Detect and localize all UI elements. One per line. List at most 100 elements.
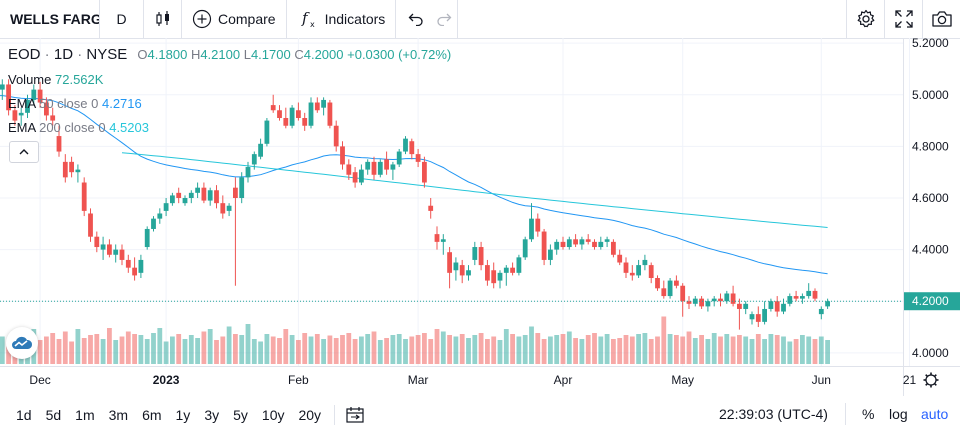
candle-body[interactable] xyxy=(554,241,560,250)
candle-body[interactable] xyxy=(466,270,471,276)
candle-body[interactable] xyxy=(434,234,440,242)
range-1y[interactable]: 1y xyxy=(175,406,191,423)
candle-body[interactable] xyxy=(491,270,497,284)
candle-body[interactable] xyxy=(472,247,478,260)
candle-body[interactable] xyxy=(774,301,780,312)
range-10y[interactable]: 10y xyxy=(261,406,285,423)
candle-body[interactable] xyxy=(119,249,125,260)
candle-body[interactable] xyxy=(352,172,358,183)
candle-body[interactable] xyxy=(144,228,150,248)
candle-body[interactable] xyxy=(195,187,200,193)
candle-body[interactable] xyxy=(617,254,623,263)
symbol-search[interactable]: WELLS FARGO xyxy=(0,0,100,38)
candle-body[interactable] xyxy=(296,110,301,118)
candle-body[interactable] xyxy=(686,301,692,304)
candle-body[interactable] xyxy=(113,249,119,255)
candle-body[interactable] xyxy=(768,301,774,309)
candle-body[interactable] xyxy=(680,285,686,302)
candle-body[interactable] xyxy=(207,190,213,201)
candle-body[interactable] xyxy=(522,239,528,258)
candle-body[interactable] xyxy=(529,218,534,240)
candle-body[interactable] xyxy=(655,278,660,289)
candle-body[interactable] xyxy=(302,118,308,126)
candle-body[interactable] xyxy=(182,198,188,204)
candle-body[interactable] xyxy=(377,161,383,175)
candle-body[interactable] xyxy=(579,239,585,245)
candle-body[interactable] xyxy=(428,205,434,211)
candle-body[interactable] xyxy=(170,195,175,204)
candle-body[interactable] xyxy=(50,115,56,121)
percent-toggle[interactable]: % xyxy=(862,406,875,422)
candle-body[interactable] xyxy=(359,169,364,183)
candle-body[interactable] xyxy=(31,89,37,100)
fullscreen-button[interactable] xyxy=(884,0,922,38)
candle-body[interactable] xyxy=(812,290,818,299)
date-range-icon[interactable] xyxy=(345,406,365,424)
candle-body[interactable] xyxy=(535,218,541,232)
candle-body[interactable] xyxy=(573,239,578,245)
candle-body[interactable] xyxy=(648,265,654,278)
candle-body[interactable] xyxy=(88,213,93,237)
range-5y[interactable]: 5y xyxy=(233,406,248,423)
candle-body[interactable] xyxy=(403,138,408,152)
candle-body[interactable] xyxy=(705,301,711,307)
candle-body[interactable] xyxy=(598,241,604,248)
candle-body[interactable] xyxy=(289,107,295,126)
candle-body[interactable] xyxy=(270,105,276,111)
legend-volume-row[interactable]: Volume 72.562K xyxy=(8,72,103,87)
candle-body[interactable] xyxy=(384,159,389,170)
candle-body[interactable] xyxy=(321,99,326,108)
candle-body[interactable] xyxy=(69,161,74,173)
candle-body[interactable] xyxy=(503,267,509,273)
candle-body[interactable] xyxy=(497,272,503,281)
candle-body[interactable] xyxy=(730,293,736,304)
candle-body[interactable] xyxy=(264,120,270,144)
candle-body[interactable] xyxy=(396,151,402,165)
range-5d[interactable]: 5d xyxy=(45,406,62,423)
price-chart[interactable]: 5.2000 5.0000 4.8000 4.6000 4.4000 4.2000 4.00… xyxy=(0,38,960,396)
candle-body[interactable] xyxy=(422,161,427,183)
candle-body[interactable] xyxy=(516,257,522,273)
range-3m[interactable]: 3m xyxy=(108,406,129,423)
chart-logo[interactable] xyxy=(6,327,38,359)
candle-body[interactable] xyxy=(365,161,371,170)
candle-body[interactable] xyxy=(371,161,377,175)
candle-body[interactable] xyxy=(818,308,824,315)
candle-body[interactable] xyxy=(308,102,314,126)
range-3y[interactable]: 3y xyxy=(204,406,220,423)
candle-body[interactable] xyxy=(346,164,352,175)
candle-body[interactable] xyxy=(75,169,81,173)
candle-body[interactable] xyxy=(592,241,597,248)
candle-body[interactable] xyxy=(548,249,553,260)
undo-icon[interactable] xyxy=(408,12,424,26)
candle-body[interactable] xyxy=(611,241,616,255)
candle-body[interactable] xyxy=(674,280,679,286)
range-20y[interactable]: 20y xyxy=(298,406,322,423)
candle-body[interactable] xyxy=(163,203,169,211)
candle-body[interactable] xyxy=(560,241,566,248)
candle-body[interactable] xyxy=(541,231,547,260)
auto-toggle[interactable]: auto xyxy=(921,406,949,422)
candle-body[interactable] xyxy=(0,84,5,90)
chart-type-button[interactable] xyxy=(144,0,182,38)
candle-body[interactable] xyxy=(81,182,87,211)
candle-body[interactable] xyxy=(314,102,320,111)
settings-button[interactable] xyxy=(846,0,884,38)
candle-body[interactable] xyxy=(447,252,452,273)
interval-button[interactable]: D xyxy=(100,0,144,38)
candle-body[interactable] xyxy=(478,247,484,266)
candle-body[interactable] xyxy=(239,177,245,198)
log-toggle[interactable]: log xyxy=(889,406,908,422)
candle-body[interactable] xyxy=(277,110,282,118)
candle-body[interactable] xyxy=(743,303,749,309)
candle-body[interactable] xyxy=(226,205,232,211)
candle-body[interactable] xyxy=(604,239,610,242)
candle-body[interactable] xyxy=(409,141,415,155)
candle-body[interactable] xyxy=(806,290,812,297)
candle-body[interactable] xyxy=(220,203,226,214)
candle-body[interactable] xyxy=(667,280,673,297)
legend-ema200-row[interactable]: EMA 200 close 0 4.5203 xyxy=(8,120,149,135)
candle-body[interactable] xyxy=(755,314,761,322)
compare-button[interactable]: Compare xyxy=(182,0,287,38)
